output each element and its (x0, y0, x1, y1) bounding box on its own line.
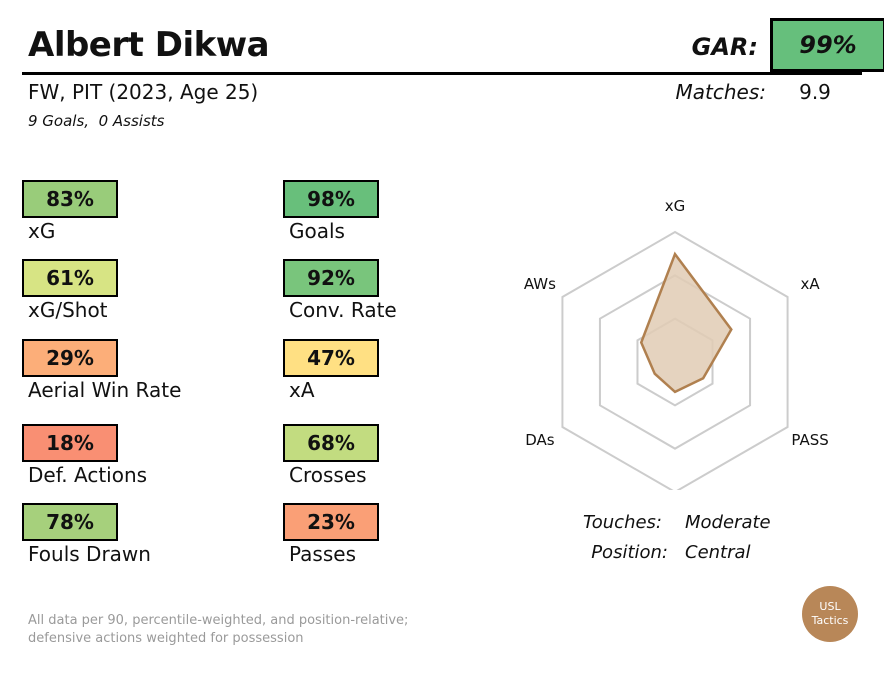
player-name: Albert Dikwa (28, 25, 270, 65)
header-divider (22, 72, 862, 75)
metric-percentile: 78% (22, 503, 118, 541)
metric-percentile: 61% (22, 259, 118, 297)
metric-card-def-actions: 18% Def. Actions (22, 424, 242, 496)
radar-axis-label: xA (801, 275, 821, 293)
radar-grid-ring (561, 230, 789, 490)
metric-percentile: 83% (22, 180, 118, 218)
metric-label: xG/Shot (28, 298, 108, 322)
metric-label: Conv. Rate (289, 298, 397, 322)
metric-label: Crosses (289, 463, 367, 487)
radar-axis-label: DAs (525, 431, 555, 449)
metric-card-aerial-win-rate: 29% Aerial Win Rate (22, 339, 242, 411)
metric-percentile: 29% (22, 339, 118, 377)
footnote-line: All data per 90, percentile-weighted, an… (28, 613, 409, 628)
metric-card-fouls-drawn: 78% Fouls Drawn (22, 503, 242, 575)
metric-card-conv-rate: 92% Conv. Rate (283, 259, 503, 331)
metric-card-passes: 23% Passes (283, 503, 503, 575)
metric-label: xA (289, 378, 315, 402)
metric-percentile: 92% (283, 259, 379, 297)
metric-label: Fouls Drawn (28, 542, 151, 566)
matches-value: 9.9 (799, 80, 831, 104)
logo-text: Tactics (811, 614, 849, 627)
metric-card-xg: 83% xG (22, 180, 242, 252)
radar-axis-label: xG (665, 197, 686, 215)
metric-label: Passes (289, 542, 356, 566)
touches-label: Touches: (582, 512, 662, 533)
metric-card-xg-per-shot: 61% xG/Shot (22, 259, 242, 331)
metric-percentile: 18% (22, 424, 118, 462)
usl-tactics-logo: USL Tactics (802, 586, 858, 642)
touches-value: Moderate (685, 512, 771, 533)
metric-percentile: 98% (283, 180, 379, 218)
logo-text: USL (819, 600, 841, 613)
position-label: Position: (591, 542, 668, 563)
radar-data-polygon (639, 251, 733, 394)
radar-axis-label: PASS (791, 431, 828, 449)
matches-label: Matches: (675, 80, 767, 104)
metric-label: Goals (289, 219, 345, 243)
metric-card-crosses: 68% Crosses (283, 424, 503, 496)
metric-card-xa: 47% xA (283, 339, 503, 411)
gar-value-badge: 99% (770, 18, 884, 72)
radar-axis-label: AWs (524, 275, 556, 293)
footnote-line: defensive actions weighted for possessio… (28, 631, 304, 646)
metric-percentile: 23% (283, 503, 379, 541)
metric-percentile: 68% (283, 424, 379, 462)
position-value: Central (685, 542, 751, 563)
gar-label: GAR: (691, 33, 758, 61)
metric-card-goals: 98% Goals (283, 180, 503, 252)
metric-label: Aerial Win Rate (28, 378, 182, 402)
goals-assists-summary: 9 Goals, 0 Assists (28, 112, 165, 130)
radar-grid-ring (598, 274, 752, 450)
metric-label: Def. Actions (28, 463, 148, 487)
footnote: All data per 90, percentile-weighted, an… (28, 612, 408, 648)
metric-label: xG (28, 219, 56, 243)
metric-percentile: 47% (283, 339, 379, 377)
player-meta: FW, PIT (2023, Age 25) (28, 80, 259, 104)
